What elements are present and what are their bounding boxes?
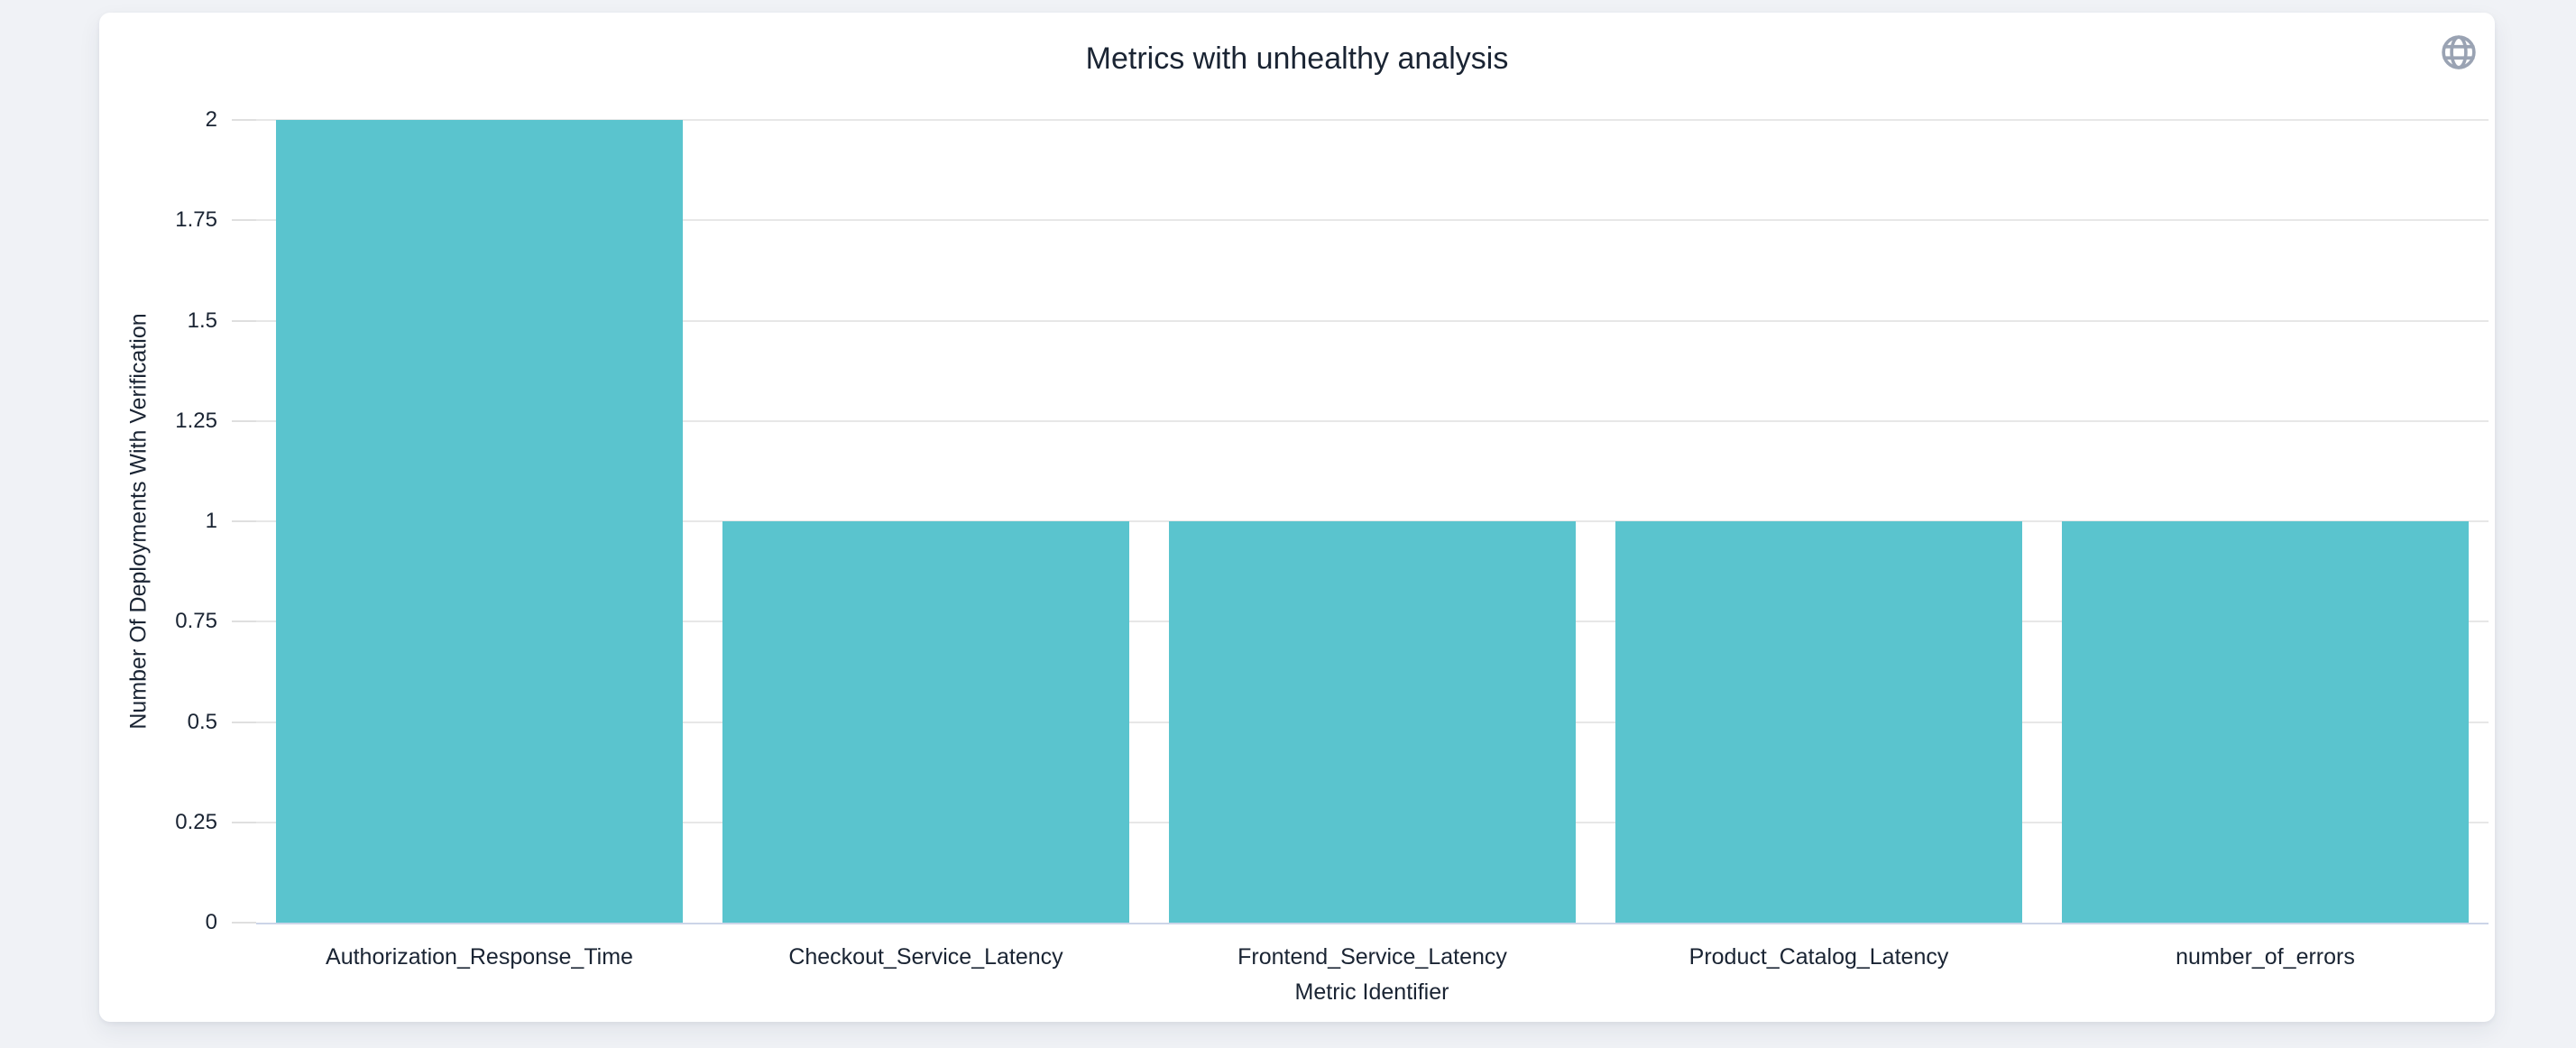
y-tick [232,419,256,422]
x-axis-label: Checkout_Service_Latency [788,944,1063,970]
bar[interactable] [1615,521,2022,923]
y-tick-label: 1 [205,509,217,533]
y-tick-label: 0.75 [175,609,217,634]
y-tick-label: 0.5 [187,709,217,734]
y-axis-title: Number Of Deployments With Verification [125,313,152,730]
y-tick-label: 0 [205,910,217,934]
y-tick-label: 0.25 [175,809,217,834]
y-tick [232,319,256,322]
x-axis-label: number_of_errors [2176,944,2355,970]
x-axis-label: Product_Catalog_Latency [1688,944,1949,970]
chart-card: Metrics with unhealthy analysis Number O… [99,13,2495,1022]
bar[interactable] [2062,521,2469,923]
y-tick [232,621,256,623]
y-tick [232,119,256,121]
bar[interactable] [722,521,1129,923]
x-axis-label: Frontend_Service_Latency [1237,944,1507,970]
x-axis-label: Authorization_Response_Time [326,944,633,970]
globe-icon[interactable] [2439,32,2479,72]
y-tick [232,821,256,823]
plot-area: 0 0.25 0.5 0.75 1 1.25 1.5 1.75 2 Authorization_R… [175,109,2489,970]
bar[interactable] [276,120,683,923]
bar[interactable] [1169,521,1576,923]
gridline [256,219,2489,222]
x-axis-title: Metric Identifier [1294,979,1449,1005]
y-tick-label: 1.25 [175,408,217,433]
x-axis-line [256,923,2489,924]
gridline [256,419,2489,422]
y-tick-label: 1.5 [187,308,217,333]
gridline [256,319,2489,322]
y-tick [232,922,256,924]
y-tick [232,219,256,222]
y-tick-label: 1.75 [175,207,217,233]
y-tick [232,520,256,522]
chart-title: Metrics with unhealthy analysis [1085,41,1509,76]
gridline [256,119,2489,121]
y-tick-label: 2 [205,107,217,132]
y-tick [232,721,256,723]
